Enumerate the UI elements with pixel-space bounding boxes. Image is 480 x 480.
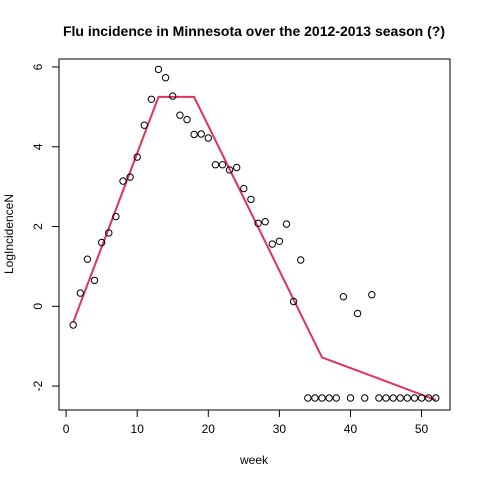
data-point [233,163,241,172]
fit-line-series [72,95,437,401]
data-point [105,229,113,237]
data-point [375,394,383,402]
data-point [346,394,355,402]
data-point [76,289,85,297]
data-point [112,212,120,221]
x-tick-label: 20 [202,422,216,436]
data-point [204,134,213,142]
x-tick-label: 30 [273,422,287,436]
data-point [332,394,340,402]
data-point [176,111,184,119]
y-tick-label: -2 [31,380,45,391]
data-point [183,115,191,124]
data-point [225,166,234,174]
data-point [140,121,149,129]
data-point [69,321,77,329]
y-axis: -2 0 2 4 6 [31,63,60,391]
data-point [197,130,205,138]
data-point [275,237,284,246]
data-point [311,394,319,402]
data-point [289,297,298,306]
data-point [154,65,163,74]
data-point [425,394,433,402]
x-tick-label: 50 [415,422,429,436]
data-point [119,177,127,185]
data-point [410,394,419,402]
data-point [211,161,220,169]
data-point [83,255,92,263]
data-point [98,238,106,247]
x-tick-label: 10 [131,422,145,436]
x-axis: 0 10 20 30 40 50 [63,409,429,436]
data-point [339,293,348,301]
data-point [161,74,170,82]
y-tick-label: 4 [31,143,45,150]
data-point [90,276,99,285]
data-point [261,218,269,226]
data-point [396,394,404,402]
data-point [254,219,262,228]
data-point [240,184,248,193]
data-point [382,394,390,402]
data-point [147,95,156,104]
scatter-points [69,65,440,402]
data-point [403,394,411,402]
chart-title: Flu incidence in Minnesota over the 2012… [63,23,445,39]
data-point [361,394,369,402]
data-point [389,394,397,402]
plot-frame [58,58,451,411]
data-point [318,394,326,402]
data-point [126,173,134,181]
x-axis-label: week [239,453,269,467]
data-point [218,161,227,169]
data-point [304,394,312,402]
data-point [432,394,440,402]
data-point [190,130,198,139]
data-point [268,240,276,248]
plot-box [58,58,451,411]
y-tick-label: 2 [31,223,45,230]
data-point [169,92,177,100]
data-point [247,195,255,204]
data-point [417,394,426,402]
fit-line [72,95,437,401]
data-point [282,220,291,228]
x-tick-label: 0 [63,422,70,436]
data-point [368,291,376,299]
x-tick-label: 40 [344,422,358,436]
y-tick-label: 0 [31,303,45,310]
y-tick-label: 6 [31,63,45,70]
data-point [325,394,333,402]
data-point [297,256,305,264]
data-point [133,153,141,161]
y-axis-label: LogIncidenceN [2,194,16,274]
data-point [353,309,362,318]
